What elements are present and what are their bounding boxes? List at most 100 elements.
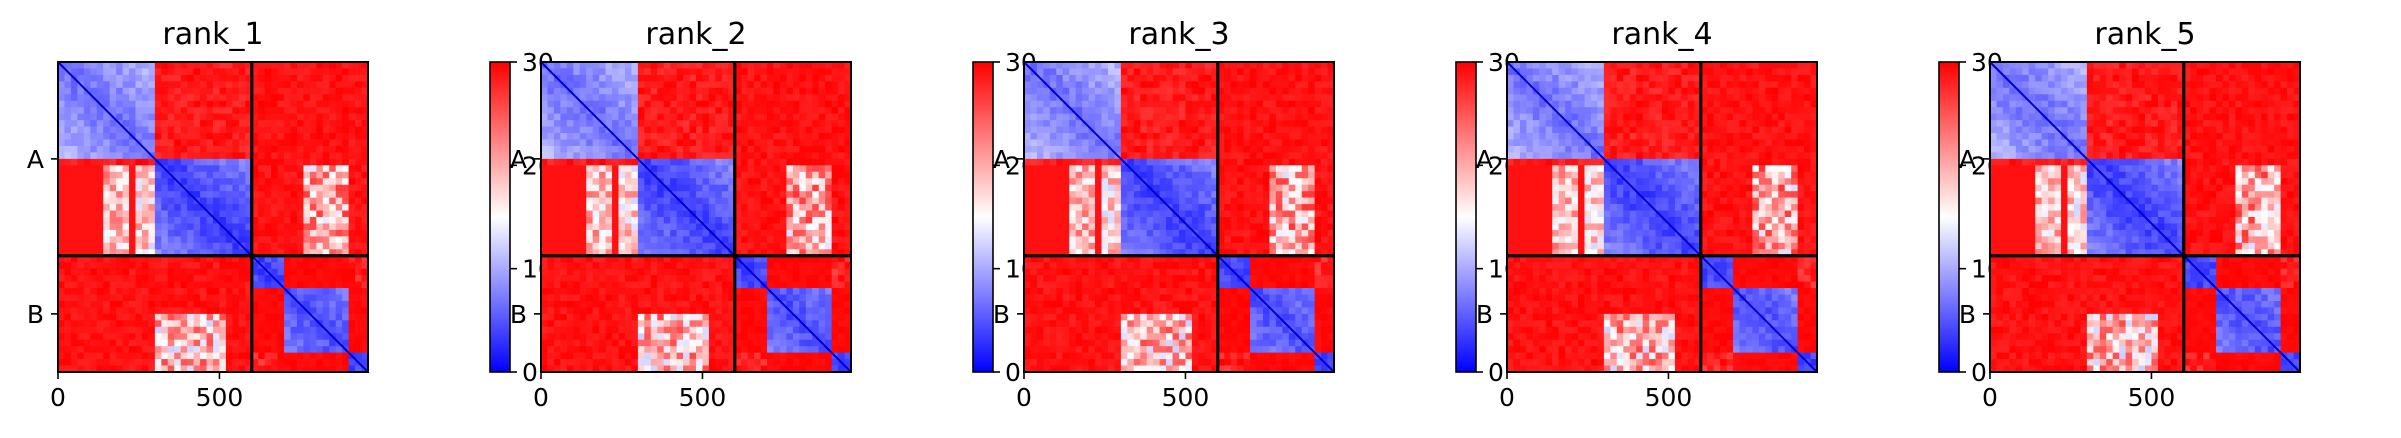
heatmap-cell bbox=[161, 242, 169, 250]
heatmap-cell bbox=[547, 320, 555, 328]
heatmap-cell bbox=[193, 320, 201, 328]
heatmap-cell bbox=[696, 178, 704, 186]
heatmap-cell bbox=[792, 275, 800, 283]
heatmap-cell bbox=[303, 87, 311, 95]
heatmap-cell bbox=[728, 210, 736, 218]
heatmap-cell bbox=[650, 152, 658, 160]
heatmap-cell bbox=[77, 133, 85, 141]
heatmap-cell bbox=[167, 107, 175, 115]
heatmap-cell bbox=[167, 68, 175, 76]
heatmap-cell bbox=[547, 113, 555, 121]
heatmap-cell bbox=[676, 74, 684, 82]
heatmap-cell bbox=[154, 249, 162, 257]
heatmap-cell bbox=[747, 242, 755, 250]
heatmap-cell bbox=[77, 204, 85, 212]
heatmap-cell bbox=[767, 152, 775, 160]
heatmap-cell bbox=[258, 178, 266, 186]
heatmap-cell bbox=[676, 178, 684, 186]
heatmap-cell bbox=[264, 275, 272, 283]
heatmap-cell bbox=[644, 275, 652, 283]
heatmap-cell bbox=[148, 94, 156, 102]
heatmap-cell bbox=[225, 171, 233, 179]
heatmap-cell bbox=[103, 255, 111, 263]
heatmap-cell bbox=[148, 300, 156, 309]
heatmap-cell bbox=[96, 133, 104, 141]
heatmap-cell bbox=[206, 300, 214, 309]
heatmap-cell bbox=[284, 139, 292, 147]
heatmap-cell bbox=[812, 281, 820, 289]
heatmap-cell bbox=[148, 281, 156, 289]
heatmap-cell bbox=[316, 145, 324, 154]
heatmap-cell bbox=[161, 120, 169, 128]
heatmap-cell bbox=[225, 339, 233, 347]
heatmap-cell bbox=[251, 139, 259, 147]
heatmap-cell bbox=[64, 242, 72, 250]
heatmap-cell bbox=[206, 249, 214, 257]
heatmap-cell bbox=[96, 236, 104, 244]
heatmap-cell bbox=[812, 294, 820, 302]
heatmap-cell bbox=[844, 158, 852, 166]
heatmap-cell bbox=[342, 300, 350, 309]
heatmap-cell bbox=[715, 326, 723, 334]
heatmap-cell bbox=[83, 126, 91, 134]
heatmap-cell bbox=[200, 81, 208, 89]
heatmap-cell bbox=[799, 333, 807, 341]
heatmap-cell bbox=[663, 178, 671, 186]
heatmap-cell bbox=[631, 210, 639, 218]
heatmap-cell bbox=[322, 197, 330, 205]
heatmap-cell bbox=[579, 197, 587, 205]
heatmap-cell bbox=[309, 242, 317, 250]
heatmap-cell bbox=[187, 313, 195, 321]
heatmap-cell bbox=[760, 268, 768, 276]
heatmap-cell bbox=[721, 158, 729, 166]
heatmap-cell bbox=[670, 171, 678, 179]
heatmap-cell bbox=[812, 242, 820, 250]
heatmap-cell bbox=[605, 300, 613, 309]
heatmap-cell bbox=[767, 145, 775, 154]
heatmap-cell bbox=[779, 158, 788, 166]
heatmap-cell bbox=[541, 242, 549, 250]
heatmap-cell bbox=[1204, 81, 1212, 89]
heatmap-cell bbox=[200, 223, 208, 231]
heatmap-cell bbox=[812, 139, 820, 147]
heatmap-cell bbox=[135, 262, 143, 270]
heatmap-cell bbox=[122, 320, 130, 328]
heatmap-cell bbox=[663, 242, 671, 250]
heatmap-cell bbox=[728, 229, 736, 237]
heatmap-cell bbox=[58, 139, 66, 147]
heatmap-cell bbox=[187, 352, 195, 360]
heatmap-cell bbox=[161, 223, 169, 231]
heatmap-cell bbox=[747, 320, 755, 328]
heatmap-cell bbox=[361, 94, 369, 102]
heatmap-cell bbox=[1133, 87, 1141, 95]
heatmap-cell bbox=[271, 100, 279, 108]
heatmap-cell bbox=[799, 165, 807, 173]
heatmap-cell bbox=[553, 275, 561, 283]
heatmap-cell bbox=[566, 171, 574, 179]
heatmap-cell bbox=[219, 229, 227, 237]
heatmap-cell bbox=[799, 184, 807, 192]
heatmap-cell bbox=[741, 275, 749, 283]
heatmap-cell bbox=[670, 229, 678, 237]
heatmap-cell bbox=[348, 178, 356, 186]
heatmap-cell bbox=[586, 288, 594, 296]
heatmap-cell bbox=[245, 294, 253, 302]
heatmap-cell bbox=[683, 346, 691, 354]
heatmap-cell bbox=[747, 339, 755, 347]
heatmap-cell bbox=[586, 165, 594, 173]
heatmap-cell bbox=[219, 139, 227, 147]
heatmap-cell bbox=[560, 359, 568, 367]
heatmap-cell bbox=[663, 81, 671, 89]
heatmap-cell bbox=[180, 197, 188, 205]
heatmap-cell bbox=[180, 320, 188, 328]
heatmap-cell bbox=[637, 346, 645, 354]
heatmap-cell bbox=[348, 294, 356, 302]
heatmap-cell bbox=[135, 320, 143, 328]
heatmap-cell bbox=[348, 113, 356, 121]
heatmap-cell bbox=[1049, 62, 1057, 70]
heatmap-cell bbox=[277, 294, 285, 302]
heatmap-cell bbox=[213, 275, 221, 283]
heatmap-cell bbox=[277, 74, 285, 82]
heatmap-cell bbox=[670, 288, 678, 296]
heatmap-cell bbox=[812, 120, 820, 128]
